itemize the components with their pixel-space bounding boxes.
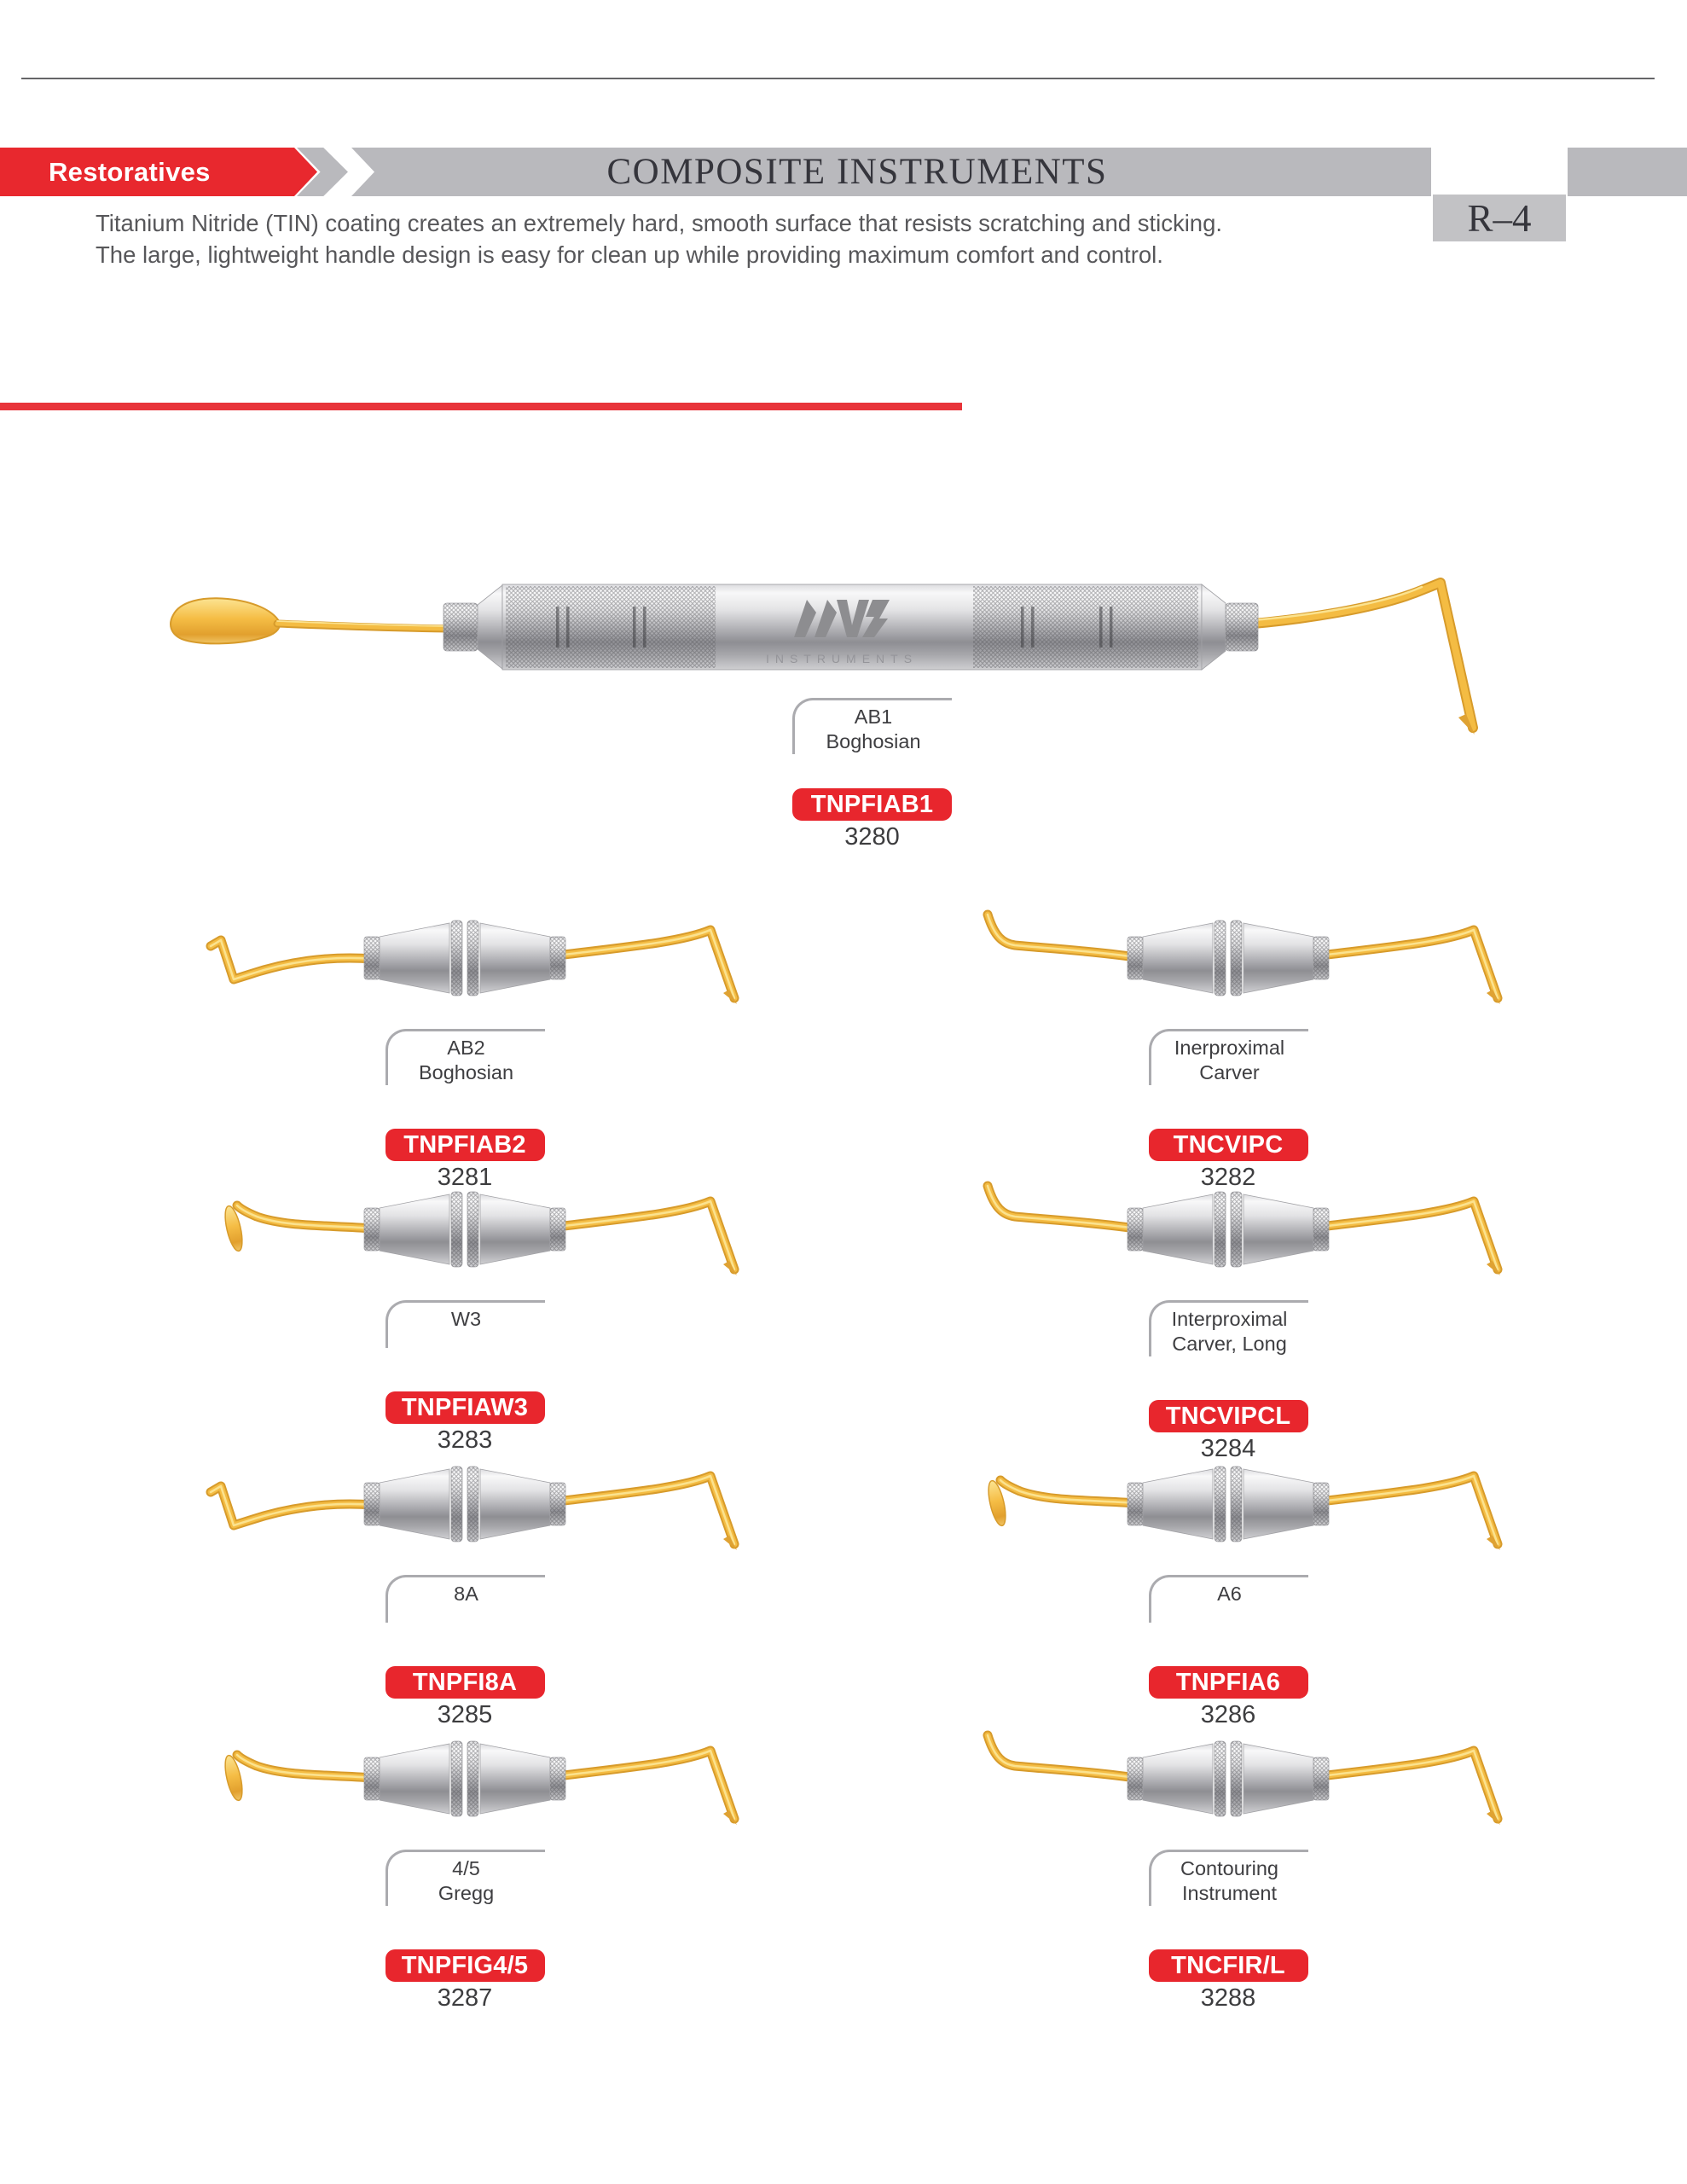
product-number: 3285	[437, 1701, 493, 1728]
hero-product-label: AB1 Boghosian TNPFIAB1 3280	[792, 698, 952, 851]
product-code-badge: TNPFIA6	[1148, 1666, 1308, 1699]
name-callout: 4/5 Gregg	[385, 1850, 545, 1906]
instrument-image	[206, 1466, 739, 1550]
product-item: Contouring Instrument TNCFIR/L 3288	[913, 1723, 1544, 2013]
product-code-badge: TNPFIAB2	[385, 1129, 545, 1161]
product-name-line1: 4/5	[452, 1857, 480, 1879]
instrument-image	[224, 1191, 739, 1275]
instrument-image	[983, 909, 1503, 1004]
page-top-rule	[21, 78, 1655, 79]
product-code-badge: TNPFIAW3	[385, 1391, 545, 1424]
product-code-badge: TNPFI8A	[385, 1666, 545, 1699]
intro-description: Titanium Nitride (TIN) coating creates a…	[96, 207, 1426, 270]
product-item: Interproximal Carver, Long TNCVIPCL 3284	[913, 1174, 1544, 1463]
product-name-line1: Interproximal	[1171, 1308, 1288, 1330]
page-title: COMPOSITE INSTRUMENTS	[606, 152, 1108, 192]
product-item: AB2 Boghosian TNPFIAB2 3281	[149, 903, 780, 1192]
product-number: 3288	[1200, 1984, 1256, 2012]
product-number: 3286	[1200, 1701, 1256, 1728]
description-line: The large, lightweight handle design is …	[96, 241, 1163, 268]
product-code-badge: TNPFIAB1	[792, 788, 952, 821]
product-name-line2: Boghosian	[826, 730, 921, 752]
product-name-line1: W3	[450, 1308, 482, 1330]
page-ref-badge: R–4	[1433, 195, 1566, 241]
instrument-image	[983, 1181, 1503, 1275]
product-item: 4/5 Gregg TNPFIG4/5 3287	[149, 1723, 780, 2013]
product-name-line1: 8A	[454, 1583, 478, 1605]
product-name-line1: AB2	[447, 1037, 485, 1059]
product-number: 3280	[844, 823, 900, 851]
product-item: 8A TNPFI8A 3285	[149, 1449, 780, 1729]
product-name-line1: Contouring	[1180, 1857, 1278, 1879]
hero-instrument-image: INSTRUMENTS	[170, 578, 1478, 735]
name-callout: Contouring Instrument	[1148, 1850, 1308, 1906]
category-banner: Restoratives	[0, 148, 317, 196]
product-name-line1: Inerproximal	[1174, 1037, 1285, 1059]
svg-text:INSTRUMENTS: INSTRUMENTS	[766, 652, 918, 665]
product-item: Inerproximal Carver TNCVIPC 3282	[913, 903, 1544, 1192]
name-callout: Inerproximal Carver	[1148, 1029, 1308, 1085]
product-number: 3287	[437, 1984, 493, 2012]
product-name-line2: Carver, Long	[1172, 1333, 1287, 1355]
product-code-badge: TNCFIR/L	[1148, 1949, 1308, 1982]
name-callout: AB1 Boghosian	[792, 698, 952, 754]
red-divider	[0, 403, 962, 410]
title-bar: COMPOSITE INSTRUMENTS	[351, 148, 1431, 196]
product-code-badge: TNPFIG4/5	[385, 1949, 545, 1982]
product-name-line2: Boghosian	[418, 1061, 514, 1083]
product-item: A6 TNPFIA6 3286	[913, 1449, 1544, 1729]
name-callout: 8A	[385, 1575, 545, 1623]
product-code-badge: TNCVIPCL	[1148, 1400, 1308, 1432]
product-name-line1: AB1	[854, 706, 893, 728]
brand-logo	[794, 600, 890, 637]
product-name-line2: Carver	[1199, 1061, 1260, 1083]
instrument-image	[988, 1466, 1503, 1550]
product-code-badge: TNCVIPC	[1148, 1129, 1308, 1161]
product-name-line1: A6	[1217, 1583, 1242, 1605]
product-name-line2: Gregg	[438, 1882, 495, 1904]
name-callout: W3	[385, 1300, 545, 1348]
name-callout: A6	[1148, 1575, 1308, 1623]
title-bar-right-segment	[1568, 148, 1687, 196]
instrument-image	[224, 1740, 739, 1825]
name-callout: Interproximal Carver, Long	[1148, 1300, 1308, 1356]
description-line: Titanium Nitride (TIN) coating creates a…	[96, 210, 1223, 236]
name-callout: AB2 Boghosian	[385, 1029, 545, 1085]
product-number: 3284	[1200, 1435, 1256, 1462]
instrument-image	[983, 1730, 1503, 1825]
product-item: W3 TNPFIAW3 3283	[149, 1174, 780, 1455]
instrument-image	[206, 920, 739, 1004]
product-number: 3283	[437, 1426, 493, 1454]
product-name-line2: Instrument	[1181, 1882, 1278, 1904]
product-number: 3281	[437, 1164, 493, 1191]
category-label: Restoratives	[49, 156, 211, 187]
product-number: 3282	[1200, 1164, 1256, 1191]
